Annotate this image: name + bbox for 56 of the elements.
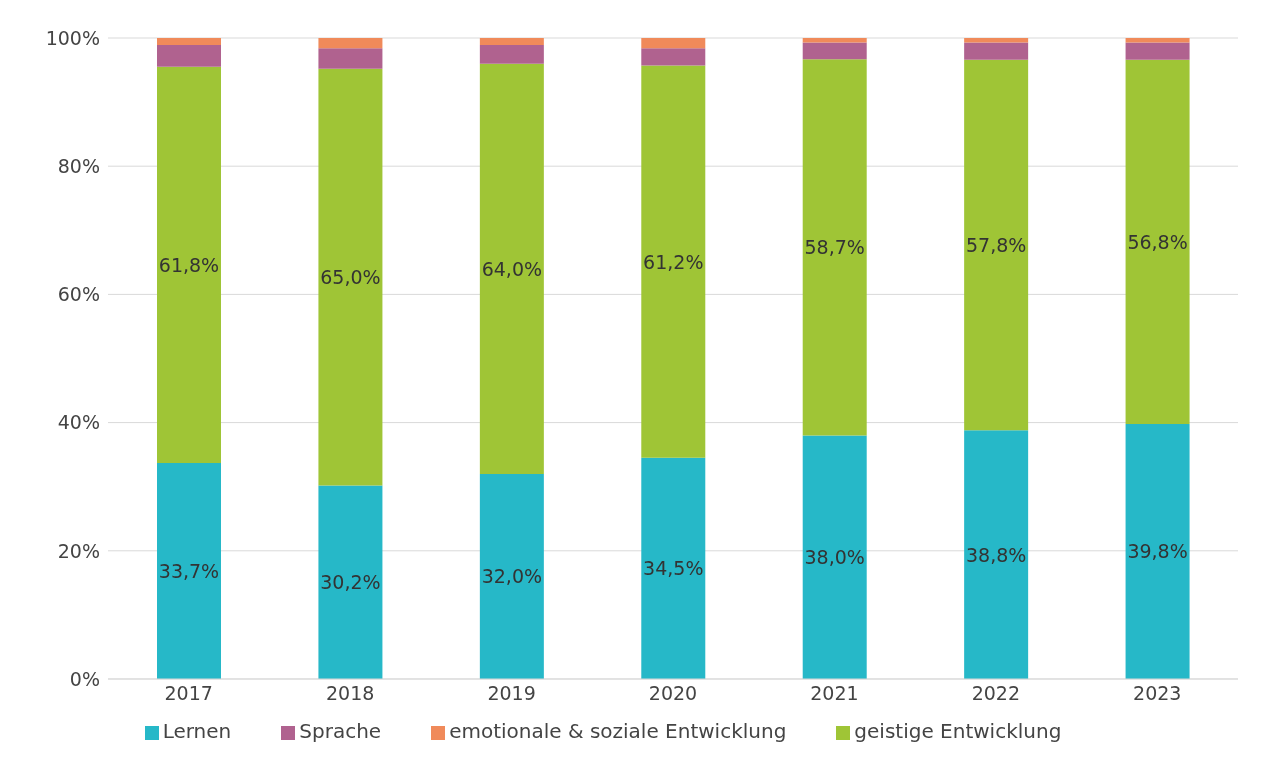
y-tick-label: 60% bbox=[57, 283, 100, 306]
data-label: 61,2% bbox=[643, 250, 704, 273]
bar bbox=[641, 65, 706, 458]
bar bbox=[964, 42, 1029, 60]
y-tick-label: 100% bbox=[45, 26, 100, 49]
x-tick-label: 2021 bbox=[810, 682, 859, 705]
bar bbox=[318, 68, 383, 486]
bar bbox=[318, 48, 383, 69]
bar bbox=[479, 63, 544, 474]
bar bbox=[1125, 42, 1190, 60]
bar bbox=[479, 473, 544, 679]
bar bbox=[964, 59, 1029, 431]
bar bbox=[479, 45, 544, 64]
data-label: 64,0% bbox=[481, 257, 543, 280]
bar bbox=[318, 485, 383, 679]
legend-label: geistige Entwicklung bbox=[854, 719, 1062, 743]
x-tick-label: 2018 bbox=[325, 682, 375, 705]
bar bbox=[802, 59, 867, 436]
data-label: 33,7% bbox=[158, 559, 220, 582]
bar bbox=[641, 38, 706, 49]
bar bbox=[157, 38, 221, 46]
y-tick-label: 0% bbox=[69, 667, 100, 690]
bar bbox=[964, 430, 1029, 679]
bar bbox=[1125, 59, 1190, 424]
x-tick-label: 2023 bbox=[1133, 682, 1182, 705]
x-tick-label: 2017 bbox=[164, 682, 213, 705]
data-label: 34,5% bbox=[643, 557, 704, 580]
bar bbox=[1125, 423, 1190, 679]
bar bbox=[802, 435, 867, 679]
data-label: 56,8% bbox=[1127, 230, 1188, 253]
data-label: 30,2% bbox=[320, 571, 381, 594]
data-label: 38,8% bbox=[965, 543, 1027, 566]
data-label: 32,0% bbox=[481, 565, 543, 588]
data-label: 58,7% bbox=[804, 236, 865, 259]
legend-label: Lernen bbox=[162, 719, 232, 743]
legend-label: emotionale & soziale Entwicklung bbox=[449, 719, 787, 743]
y-tick-label: 40% bbox=[57, 411, 100, 434]
bar bbox=[157, 462, 221, 679]
data-label: 57,8% bbox=[965, 234, 1027, 257]
y-tick-label: 80% bbox=[57, 154, 100, 177]
bar bbox=[157, 45, 221, 67]
data-label: 39,8% bbox=[1127, 540, 1188, 563]
x-tick-label: 2020 bbox=[648, 682, 698, 705]
bar bbox=[157, 66, 221, 463]
bar bbox=[641, 457, 706, 679]
data-label: 61,8% bbox=[158, 253, 220, 276]
bar bbox=[802, 42, 867, 60]
data-label: 38,0% bbox=[804, 546, 865, 569]
bar bbox=[318, 38, 383, 49]
y-tick-label: 20% bbox=[57, 539, 100, 562]
x-tick-label: 2019 bbox=[487, 682, 536, 705]
x-tick-label: 2022 bbox=[971, 682, 1021, 705]
bar bbox=[641, 48, 706, 66]
bar bbox=[479, 38, 544, 46]
legend-label: Sprache bbox=[299, 719, 382, 743]
data-label: 65,0% bbox=[320, 266, 381, 289]
